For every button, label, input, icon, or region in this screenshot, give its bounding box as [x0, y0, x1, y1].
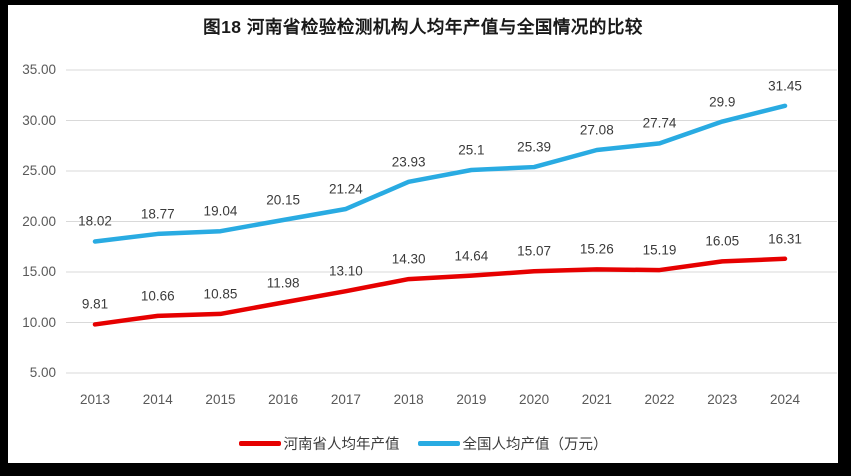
x-tick-label: 2013: [79, 392, 111, 407]
data-label: 27.08: [579, 122, 614, 138]
x-tick-label: 2018: [393, 392, 424, 407]
y-tick-label: 15.00: [22, 264, 56, 279]
data-label: 9.81: [81, 296, 109, 312]
data-label: 18.02: [78, 213, 112, 229]
chart-title: 图18 河南省检验检测机构人均年产值与全国情况的比较: [203, 17, 643, 37]
plot-svg: [66, 69, 837, 374]
y-tick-label: 5.00: [29, 365, 56, 380]
data-label: 16.05: [705, 233, 740, 249]
series-line-0: [92, 256, 788, 327]
data-label: 16.31: [768, 231, 802, 247]
x-tick-label: 2017: [330, 392, 361, 407]
chart-inner: 图18 河南省检验检测机构人均年产值与全国情况的比较 35.00 30.00 25.…: [8, 5, 838, 463]
x-tick-label: 2020: [519, 392, 550, 407]
y-tick-label: 10.00: [22, 314, 56, 330]
x-tick-label: 2021: [581, 392, 612, 407]
data-label: 14.64: [454, 248, 489, 264]
data-label: 15.19: [642, 242, 677, 258]
data-label: 20.15: [266, 192, 301, 208]
legend-swatch-blue-line: [417, 441, 460, 446]
data-label: 10.85: [203, 286, 238, 302]
legend-label-national: 全国人均产值（万元）: [462, 437, 608, 453]
y-tick-label: 35.00: [22, 62, 56, 77]
y-tick-label: 30.00: [22, 112, 56, 128]
data-label: 14.30: [391, 251, 426, 267]
legend-item-national: 全国人均产值（万元）: [417, 433, 608, 454]
data-label: 13.10: [329, 263, 363, 279]
data-label: 23.93: [391, 154, 426, 170]
data-label: 19.04: [203, 203, 238, 219]
x-tick-label: 2015: [205, 392, 236, 407]
data-label: 15.26: [579, 241, 614, 257]
y-tick-label: 20.00: [22, 213, 56, 229]
data-label: 10.66: [140, 288, 175, 304]
data-label: 18.77: [140, 206, 175, 222]
y-tick-label: 25.00: [22, 163, 56, 178]
legend-item-henan: 河南省人均年产值: [238, 433, 400, 454]
x-tick-label: 2024: [769, 392, 801, 407]
data-label: 27.74: [642, 115, 677, 131]
data-label: 11.98: [266, 275, 300, 290]
data-label: 25.39: [517, 139, 551, 155]
x-tick-label: 2019: [456, 392, 487, 407]
data-label: 29.9: [709, 94, 736, 109]
data-label: 31.45: [768, 78, 802, 94]
x-tick-label: 2022: [644, 392, 675, 407]
x-tick-label: 2016: [268, 392, 299, 407]
data-label: 21.24: [329, 181, 363, 197]
x-tick-label: 2023: [707, 392, 738, 407]
plot-area: 35.00 30.00 25.00 20.00 15.00 10.00 5.00 9.81 10…: [8, 5, 838, 463]
legend-swatch-red-line: [238, 441, 281, 446]
x-tick-label: 2014: [142, 392, 173, 407]
legend: 河南省人均年产值 全国人均产值（万元）: [8, 433, 838, 454]
data-label: 15.07: [517, 243, 551, 259]
data-label: 25.1: [458, 142, 485, 158]
legend-label-henan: 河南省人均年产值: [283, 437, 400, 453]
series-line-1: [92, 103, 788, 244]
